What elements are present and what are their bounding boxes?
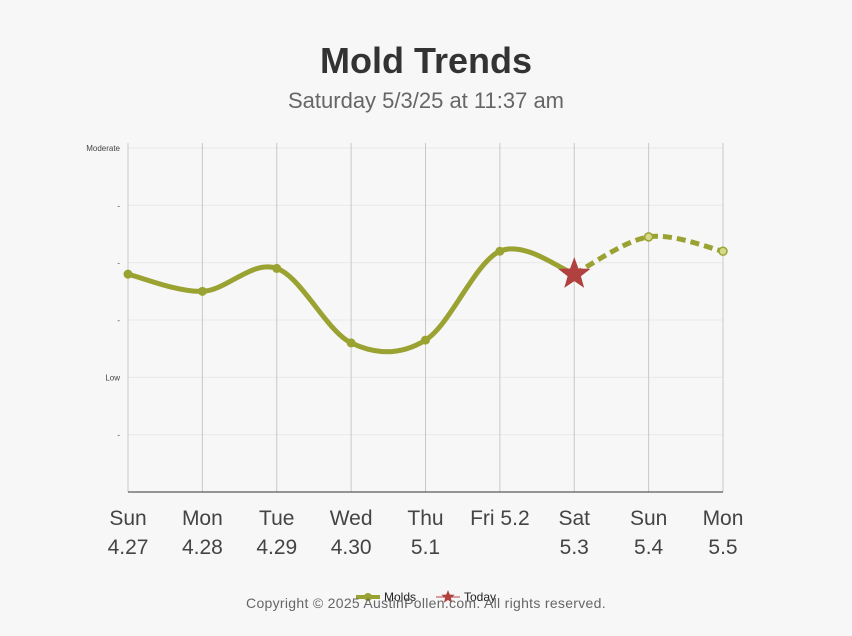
chart-subtitle: Saturday 5/3/25 at 11:37 am <box>288 88 564 113</box>
x-tick-label-date: 5.3 <box>560 536 589 559</box>
data-point <box>495 246 505 256</box>
x-tick-label-date: 4.27 <box>108 536 149 559</box>
y-tick-label: - <box>117 201 120 210</box>
y-tick-label: Moderate <box>86 144 120 153</box>
x-axis-labels: Sun 4.27 Mon 4.28 Tue 4.29 Wed 4.30 Thu 5.1 Fri 5.… <box>108 507 744 559</box>
x-tick-label-day: Sun <box>109 507 146 530</box>
legend-star-icon <box>441 590 455 603</box>
y-tick-label: Low <box>105 373 120 382</box>
x-tick-label-day: Sun <box>630 507 667 530</box>
x-tick-label-date: 4.29 <box>256 536 297 559</box>
data-point <box>421 335 430 345</box>
data-point <box>123 269 133 279</box>
x-tick-label-date: 4.28 <box>182 536 223 559</box>
x-tick-label-date: 5.4 <box>634 536 664 559</box>
data-points <box>123 232 728 348</box>
data-point <box>272 263 282 273</box>
x-tick-label-date: 5.1 <box>411 536 440 559</box>
data-point <box>346 338 356 348</box>
x-tick-label-day: Mon <box>182 507 223 530</box>
x-tick-label-day: Sat <box>558 507 590 530</box>
legend-item-today[interactable]: Today <box>436 590 496 604</box>
x-tick-label-day: Thu <box>407 507 443 530</box>
grid <box>127 143 724 492</box>
y-tick-label: - <box>117 259 120 268</box>
legend-point-swatch <box>364 593 372 601</box>
series-line-forecast <box>573 233 724 277</box>
legend-label-molds: Molds <box>384 590 416 604</box>
x-tick-label-day: Fri 5.2 <box>470 507 530 530</box>
today-star-icon <box>558 257 591 288</box>
legend-item-molds[interactable]: Molds <box>356 590 416 604</box>
x-tick-label-date: 5.5 <box>708 536 737 559</box>
y-tick-label: - <box>117 316 120 325</box>
y-axis-labels: Moderate - - - Low - <box>86 144 120 440</box>
y-tick-label: - <box>117 431 120 440</box>
legend-label-today: Today <box>464 590 496 604</box>
chart-title: Mold Trends <box>319 40 532 81</box>
x-tick-label-day: Mon <box>703 507 744 530</box>
forecast-point <box>643 232 654 242</box>
x-tick-label-day: Wed <box>330 507 373 530</box>
copyright-text: Copyright © 2025 AustinPollen.com. All r… <box>246 595 606 611</box>
forecast-point <box>718 246 728 256</box>
x-tick-label-day: Tue <box>259 507 294 530</box>
legend[interactable]: Molds Today <box>356 590 496 604</box>
x-tick-label-date: 4.30 <box>331 536 372 559</box>
data-point <box>197 286 207 296</box>
